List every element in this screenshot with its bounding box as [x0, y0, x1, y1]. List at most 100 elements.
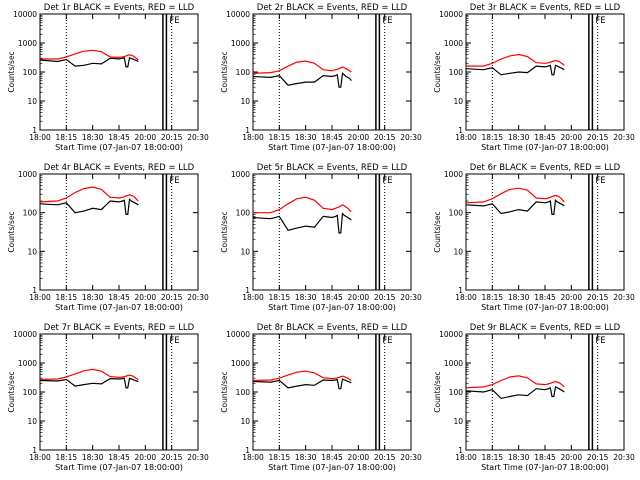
- x-tick-label: 20:30: [187, 453, 209, 462]
- y-axis-label: Counts/sec: [7, 211, 16, 252]
- x-axis-label: Start Time (07-Jan-07 18:00:00): [268, 463, 396, 472]
- detector-panel: Det 7r BLACK = Events, RED = LLD 1 10 100 10…: [7, 323, 209, 472]
- detector-panel: Det 8r BLACK = Events, RED = LLD 1 10 100 10…: [220, 323, 422, 472]
- x-tick-label: 20:30: [187, 293, 209, 302]
- x-tick-label: 18:45: [534, 453, 556, 462]
- x-tick-label: 18:30: [295, 293, 317, 302]
- y-tick-label: 10000: [13, 10, 37, 19]
- x-tick-label: 20:15: [374, 453, 396, 462]
- y-tick-label: 10: [240, 97, 250, 106]
- x-tick-label: 18:00: [455, 453, 477, 462]
- x-tick-label: 18:45: [108, 293, 130, 302]
- y-axis-label: Counts/sec: [433, 51, 442, 92]
- x-tick-label: 18:45: [534, 133, 556, 142]
- detector-panel: Det 6r BLACK = Events, RED = LLD 1 10 100 10…: [433, 163, 635, 312]
- series-line-black: [39, 198, 139, 215]
- x-axis-label: Start Time (07-Jan-07 18:00:00): [481, 463, 609, 472]
- y-tick-label: 1000: [444, 170, 463, 179]
- x-tick-label: 18:15: [269, 293, 291, 302]
- y-tick-label: 100: [23, 209, 38, 218]
- y-axis-label: Counts/sec: [433, 211, 442, 252]
- fe-annotation: FE: [595, 176, 605, 186]
- y-tick-label: 1: [245, 286, 250, 295]
- fe-annotation: FE: [595, 336, 605, 346]
- y-tick-label: 1: [458, 446, 463, 455]
- series-line-red: [253, 196, 352, 214]
- x-tick-label: 18:45: [534, 293, 556, 302]
- x-tick-label: 20:15: [161, 133, 183, 142]
- series-line-red: [39, 368, 139, 381]
- y-tick-label: 10: [453, 417, 463, 426]
- y-axis-label: Counts/sec: [7, 371, 16, 412]
- series-line-black: [252, 72, 352, 88]
- series-line-black: [39, 56, 139, 68]
- detector-panel: Det 4r BLACK = Events, RED = LLD 1 10 100 10…: [7, 163, 209, 312]
- y-tick-label: 10: [240, 417, 250, 426]
- x-tick-label: 20:30: [613, 453, 635, 462]
- y-tick-label: 10: [27, 247, 37, 256]
- x-tick-label: 20:30: [400, 133, 422, 142]
- y-tick-label: 10000: [226, 330, 250, 339]
- series-line-black: [252, 378, 352, 390]
- y-tick-label: 10000: [439, 330, 463, 339]
- x-tick-label: 18:45: [321, 453, 343, 462]
- x-axis-label: Start Time (07-Jan-07 18:00:00): [55, 303, 183, 312]
- y-axis-label: Counts/sec: [220, 211, 229, 252]
- detector-panel: Det 3r BLACK = Events, RED = LLD 1 10 100 10…: [433, 3, 635, 152]
- x-tick-label: 20:00: [135, 133, 157, 142]
- y-tick-label: 1: [458, 286, 463, 295]
- panel-title: Det 4r BLACK = Events, RED = LLD: [44, 163, 195, 173]
- y-tick-label: 1000: [231, 170, 250, 179]
- x-tick-label: 20:15: [161, 453, 183, 462]
- x-tick-label: 18:30: [295, 133, 317, 142]
- fe-annotation: FE: [382, 336, 392, 346]
- y-axis-label: Counts/sec: [7, 51, 16, 92]
- x-tick-label: 18:30: [508, 133, 530, 142]
- x-tick-label: 18:30: [508, 453, 530, 462]
- y-tick-label: 100: [23, 388, 38, 397]
- detector-panel: Det 1r BLACK = Events, RED = LLD 1 10 100 10…: [7, 3, 209, 152]
- y-tick-label: 100: [449, 68, 464, 77]
- y-tick-label: 10: [453, 247, 463, 256]
- fe-annotation: FE: [382, 16, 392, 26]
- y-tick-label: 1: [32, 286, 37, 295]
- panel-title: Det 1r BLACK = Events, RED = LLD: [44, 3, 195, 13]
- y-tick-label: 1000: [444, 359, 463, 368]
- x-tick-label: 20:00: [135, 453, 157, 462]
- x-tick-label: 20:00: [348, 293, 370, 302]
- x-tick-label: 18:45: [108, 133, 130, 142]
- x-tick-label: 18:30: [508, 293, 530, 302]
- y-axis-label: Counts/sec: [433, 371, 442, 412]
- fe-annotation: FE: [169, 336, 179, 346]
- plot-frame: [465, 333, 625, 451]
- x-axis-label: Start Time (07-Jan-07 18:00:00): [55, 463, 183, 472]
- series-line-red: [465, 375, 565, 389]
- series-line-red: [252, 60, 352, 74]
- fe-annotation: FE: [595, 16, 605, 26]
- y-tick-label: 1000: [18, 170, 37, 179]
- series-line-red: [40, 49, 139, 61]
- x-axis-label: Start Time (07-Jan-07 18:00:00): [268, 143, 396, 152]
- x-tick-label: 18:00: [242, 293, 264, 302]
- y-tick-label: 100: [236, 388, 251, 397]
- plot-frame: [465, 173, 625, 291]
- x-tick-label: 18:45: [108, 453, 130, 462]
- y-tick-label: 100: [236, 68, 251, 77]
- fe-annotation: FE: [169, 16, 179, 26]
- y-tick-label: 1: [245, 126, 250, 135]
- x-tick-label: 20:30: [613, 133, 635, 142]
- panel-title: Det 6r BLACK = Events, RED = LLD: [470, 163, 621, 173]
- x-tick-label: 20:15: [587, 133, 609, 142]
- y-tick-label: 1: [32, 446, 37, 455]
- x-tick-label: 20:30: [613, 293, 635, 302]
- x-tick-label: 20:00: [135, 293, 157, 302]
- x-tick-label: 18:00: [242, 453, 264, 462]
- x-tick-label: 20:15: [161, 293, 183, 302]
- y-tick-label: 1: [32, 126, 37, 135]
- x-tick-label: 18:30: [295, 453, 317, 462]
- x-tick-label: 20:15: [587, 293, 609, 302]
- plot-frame: [465, 13, 625, 131]
- y-tick-label: 100: [449, 388, 464, 397]
